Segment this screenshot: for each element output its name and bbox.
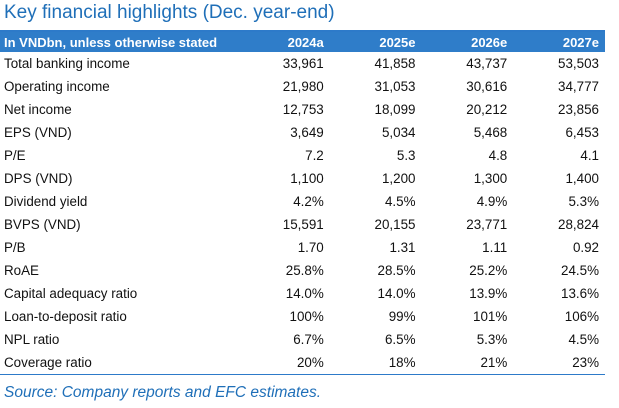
table-cell: 28,824 — [558, 217, 599, 232]
row-label: NPL ratio — [4, 332, 60, 347]
table-cell: 34,777 — [558, 79, 599, 94]
table-cell: 25.8% — [285, 263, 324, 278]
table-cell: 33,961 — [282, 56, 324, 71]
table-row: RoAE 25.8% 28.5% 25.2% 24.5% — [0, 259, 605, 282]
table-cell: 4.9% — [476, 194, 508, 209]
table-cell: 20% — [238, 351, 330, 375]
table-cell: 13.9% — [469, 286, 508, 301]
table-cell: 12,753 — [282, 102, 324, 117]
column-header: 2024a — [287, 34, 324, 50]
table-cell: 25.2% — [469, 263, 508, 278]
table-body: Total banking income 33,961 41,858 43,737 53… — [0, 52, 605, 375]
table-row: P/E 7.2 5.3 4.8 4.1 — [0, 144, 605, 167]
table-cell: 14.0% — [285, 286, 324, 301]
row-label: RoAE — [4, 263, 39, 278]
table-cell: 20,212 — [466, 102, 508, 117]
table-cell: 1.31 — [389, 240, 416, 255]
table-cell: 21,980 — [282, 79, 324, 94]
row-label: DPS (VND) — [4, 171, 73, 186]
table-row: Capital adequacy ratio 14.0% 14.0% 13.9% 13.… — [0, 282, 605, 305]
table-cell: 41,858 — [374, 56, 416, 71]
table-row: Net income 12,753 18,099 20,212 23,856 — [0, 98, 605, 121]
table-cell: 43,737 — [466, 56, 508, 71]
column-header: 2025e — [379, 34, 416, 50]
table-cell: 99% — [388, 309, 416, 324]
table-cell: 13.6% — [561, 286, 599, 301]
financial-highlights-table: In VNDbn, unless otherwise stated 2024a … — [0, 32, 605, 375]
table-row: NPL ratio 6.7% 6.5% 5.3% 4.5% — [0, 328, 605, 351]
table-cell: 5.3% — [568, 194, 599, 209]
table-cell: 5.3% — [476, 332, 508, 347]
row-label: Coverage ratio — [0, 351, 238, 375]
table-cell: 23,856 — [558, 102, 599, 117]
table-cell: 4.5% — [568, 332, 599, 347]
table-cell: 23,771 — [466, 217, 508, 232]
row-label: Capital adequacy ratio — [4, 286, 138, 301]
table-cell: 1.11 — [482, 240, 508, 255]
table-cell: 1.70 — [297, 240, 324, 255]
table-cell: 23% — [513, 351, 605, 375]
row-label: EPS (VND) — [4, 125, 72, 140]
row-label: Loan-to-deposit ratio — [4, 309, 127, 324]
table-cell: 4.2% — [293, 194, 324, 209]
table-cell: 100% — [289, 309, 324, 324]
table-cell: 1,100 — [290, 171, 324, 186]
table-cell: 24.5% — [561, 263, 599, 278]
row-label: Dividend yield — [4, 194, 88, 209]
table-cell: 20,155 — [374, 217, 416, 232]
table-cell: 5,468 — [473, 125, 508, 140]
table-row: DPS (VND) 1,100 1,200 1,300 1,400 — [0, 167, 605, 190]
table-cell: 30,616 — [466, 79, 508, 94]
table-cell: 106% — [564, 309, 599, 324]
table-cell: 6.7% — [293, 332, 324, 347]
table-cell: 18% — [329, 351, 422, 375]
table-row: Operating income 21,980 31,053 30,616 34,777 — [0, 75, 605, 98]
table-cell: 53,503 — [558, 56, 599, 71]
column-header: 2027e — [562, 34, 599, 50]
row-label: P/E — [4, 148, 26, 163]
table-cell: 15,591 — [282, 217, 324, 232]
row-label: P/B — [4, 240, 26, 255]
table-cell: 101% — [473, 309, 508, 324]
table-cell: 1,300 — [473, 171, 508, 186]
table-cell: 14.0% — [377, 286, 416, 301]
table-cell: 0.92 — [572, 240, 599, 255]
table-cell: 6.5% — [384, 332, 416, 347]
table-row: Loan-to-deposit ratio 100% 99% 101% 106% — [0, 305, 605, 328]
table-cell: 28.5% — [377, 263, 416, 278]
row-label: Total banking income — [4, 56, 130, 71]
table-row: BVPS (VND) 15,591 20,155 23,771 28,824 — [0, 213, 605, 236]
table-row: Coverage ratio 20% 18% 21% 23% — [0, 351, 605, 375]
column-header: 2026e — [471, 34, 508, 50]
table-cell: 6,453 — [565, 125, 599, 140]
title-divider — [0, 30, 605, 32]
table-row: P/B 1.70 1.31 1.11 0.92 — [0, 236, 605, 259]
table-row: Total banking income 33,961 41,858 43,737 53… — [0, 52, 605, 75]
source-note: Source: Company reports and EFC estimate… — [4, 384, 322, 401]
table-cell: 4.1 — [580, 148, 599, 163]
table-cell: 4.5% — [384, 194, 416, 209]
table-cell: 3,649 — [290, 125, 324, 140]
row-label: Operating income — [4, 79, 110, 94]
header-unit-label: In VNDbn, unless otherwise stated — [4, 34, 218, 50]
table-row: Dividend yield 4.2% 4.5% 4.9% 5.3% — [0, 190, 605, 213]
table-cell: 5,034 — [381, 125, 416, 140]
table-cell: 1,200 — [381, 171, 416, 186]
table-cell: 4.8 — [488, 148, 508, 163]
table-row: EPS (VND) 3,649 5,034 5,468 6,453 — [0, 121, 605, 144]
table-title: Key financial highlights (Dec. year-end) — [4, 2, 335, 23]
table-cell: 1,400 — [565, 171, 599, 186]
table-cell: 7.2 — [305, 148, 324, 163]
row-label: Net income — [4, 102, 72, 117]
table-cell: 18,099 — [374, 102, 416, 117]
row-label: BVPS (VND) — [4, 217, 81, 232]
table-cell: 5.3 — [396, 148, 416, 163]
table-cell: 31,053 — [374, 79, 416, 94]
table-cell: 21% — [421, 351, 514, 375]
table-header-row: In VNDbn, unless otherwise stated 2024a … — [0, 32, 605, 52]
